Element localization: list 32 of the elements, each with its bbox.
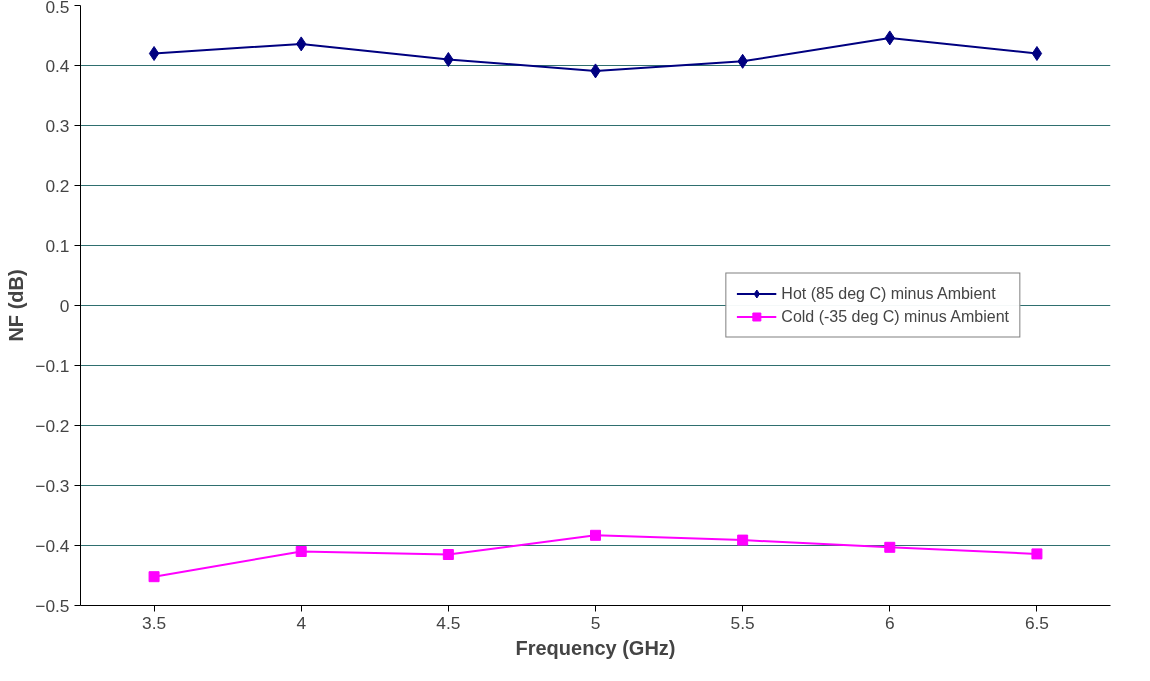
point xyxy=(443,52,454,67)
y-tick-label: 0.1 xyxy=(45,235,70,256)
x-tick-label: 3.5 xyxy=(142,612,167,633)
point xyxy=(1031,46,1043,61)
x-tick-label: 5 xyxy=(590,612,601,633)
y-axis-title: NF (dB) xyxy=(5,269,28,342)
point xyxy=(148,46,160,61)
point xyxy=(590,529,601,541)
point xyxy=(442,549,454,560)
legend-label: Cold (-35 deg C) minus Ambient xyxy=(781,307,1009,326)
x-tick-label: 4.5 xyxy=(436,612,461,633)
x-tick-label: 6 xyxy=(884,612,895,633)
point xyxy=(737,534,749,546)
point xyxy=(148,571,160,583)
y-tick-label: −0.2 xyxy=(35,415,70,436)
y-tick-label: −0.4 xyxy=(35,535,70,556)
x-tick-label: 5.5 xyxy=(730,612,755,633)
y-tick-label: −0.3 xyxy=(35,475,70,496)
y-tick-label: −0.1 xyxy=(35,355,70,376)
y-tick-label: 0 xyxy=(59,295,70,316)
y-tick-label: −0.5 xyxy=(35,595,70,616)
point xyxy=(884,541,896,553)
x-tick-label: 6.5 xyxy=(1024,612,1049,633)
point xyxy=(1031,548,1043,560)
y-tick-label: 0.3 xyxy=(45,115,70,136)
y-tick-label: 0.2 xyxy=(45,175,70,196)
y-tick-label: 0.5 xyxy=(45,0,70,17)
x-tick-label: 4 xyxy=(296,612,307,633)
y-tick-label: 0.4 xyxy=(45,55,70,76)
point xyxy=(295,546,307,557)
legend-label: Hot (85 deg C) minus Ambient xyxy=(781,284,996,303)
x-axis-title: Frequency (GHz) xyxy=(515,636,676,659)
